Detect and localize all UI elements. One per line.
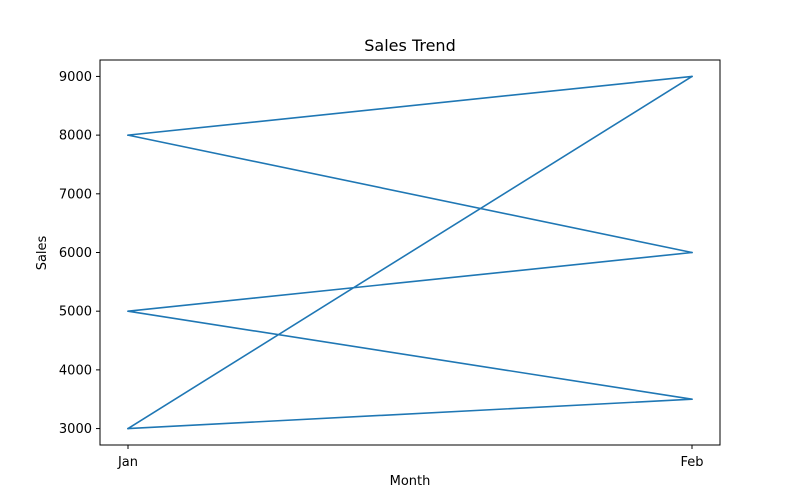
y-tick-label: 4000	[59, 363, 92, 378]
x-axis-ticks: Jan Feb	[117, 445, 704, 470]
chart-title: Sales Trend	[364, 36, 455, 55]
x-axis-label: Month	[390, 474, 431, 489]
x-tick-label: Feb	[680, 455, 703, 470]
y-tick-label: 7000	[59, 187, 92, 202]
y-tick-label: 5000	[59, 305, 92, 320]
y-tick-label: 6000	[59, 246, 92, 261]
data-point	[127, 427, 129, 430]
y-tick-label: 9000	[59, 70, 92, 85]
data-point	[127, 310, 129, 312]
y-tick-label: 3000	[59, 422, 92, 437]
y-axis-label: Sales	[35, 235, 50, 270]
sales-line	[127, 75, 693, 430]
x-tick-label: Jan	[117, 455, 138, 470]
plot-area: 3000 4000 5000 6000 7000 8000 9000 Jan Feb	[59, 59, 721, 470]
data-point	[691, 398, 693, 401]
data-point	[691, 75, 693, 78]
data-point	[127, 134, 129, 136]
y-axis-ticks: 3000 4000 5000 6000 7000 8000 9000	[59, 70, 100, 437]
y-tick-label: 8000	[59, 129, 92, 144]
data-point	[691, 251, 693, 254]
